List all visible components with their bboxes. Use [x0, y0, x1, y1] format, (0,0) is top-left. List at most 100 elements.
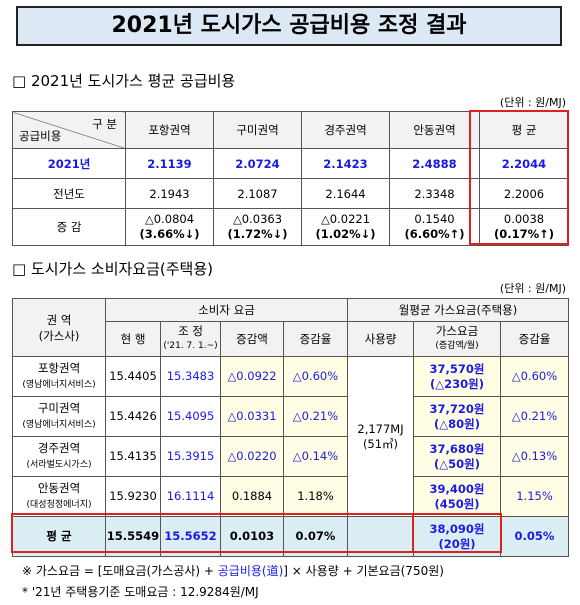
- data-row: 2021년 2.1139 2.0724 2.1423 2.4888 2.2044: [12, 148, 569, 179]
- cell-line: 포항권역: [37, 360, 81, 375]
- cell-line: (51㎥): [362, 436, 399, 451]
- cost-cell: 2.0724: [213, 148, 302, 179]
- current-cell: 15.5549: [105, 516, 161, 557]
- charge-rate-cell: △0.13%: [500, 436, 569, 477]
- cell-line: 권 역: [46, 312, 72, 327]
- column-header: 안동권역: [389, 111, 480, 149]
- cell-line: 2,177MJ: [357, 421, 404, 436]
- note-text: 공급비용(道): [217, 564, 284, 578]
- cost-cell: △0.0221 (1.02%↓): [301, 208, 390, 246]
- cost-cell: 2.1943: [125, 178, 214, 209]
- data-row: 안동권역 (대성청정에너지) 15.9230 16.1114 0.1884 1.18% 39…: [12, 476, 569, 517]
- cell-line: (대성청정에너지): [26, 499, 92, 510]
- cell-line: 구미권역: [37, 400, 81, 415]
- change-amount-cell: 0.0103: [220, 516, 284, 557]
- row-header: 2021년: [12, 148, 126, 179]
- cell-line: ('21. 7. 1.~): [163, 341, 218, 351]
- usage-cell: 2,177MJ (51㎥): [347, 356, 414, 517]
- cell-line: (0.17%↑): [493, 227, 555, 241]
- cell-line: 39,400원: [429, 481, 485, 496]
- adjusted-cell: 15.3915: [160, 436, 221, 477]
- cell-line: △0.0363: [232, 212, 283, 226]
- region-cell: 평 균: [12, 516, 106, 557]
- cell-line: (△230원): [430, 376, 484, 391]
- cell-line: (△80원): [434, 416, 480, 431]
- charge-cell: 39,400원 (450원): [413, 476, 501, 517]
- cell-line: 37,570원: [429, 361, 485, 376]
- header-row: 권 역 (가스사) 소비자 요금 월평균 가스요금(주택용): [12, 298, 569, 357]
- cost-cell: 2.1644: [301, 178, 390, 209]
- cell-line: △0.0804: [144, 212, 195, 226]
- column-header: 구미권역: [213, 111, 302, 149]
- supply-cost-table: 구 분 공급비용 포항권역 구미권역 경주권역 안동권역 평 균 2021년 2.1139 2.0…: [12, 111, 569, 246]
- region-cell: 포항권역 (영남에너지서비스): [12, 356, 106, 397]
- adjusted-cell: 15.4095: [160, 396, 221, 437]
- change-rate-cell: 0.07%: [283, 516, 348, 557]
- cost-cell: 2.3348: [389, 178, 480, 209]
- footnote: * '21년 주택용기준 도매요금 : 12.9284원/MJ: [22, 585, 259, 599]
- change-rate-cell: △0.21%: [283, 396, 348, 437]
- change-rate-cell: 1.18%: [283, 476, 348, 517]
- column-header: 권 역 (가스사): [12, 298, 106, 357]
- change-amount-cell: △0.0220: [220, 436, 284, 477]
- cost-cell: 2.1423: [301, 148, 390, 179]
- cell-line: (영남에너지서비스): [22, 379, 96, 390]
- cell-line: 안동권역: [37, 480, 81, 495]
- current-cell: 15.4426: [105, 396, 161, 437]
- cell-line: (서라벌도시가스): [26, 459, 92, 470]
- cost-cell: 2.2044: [479, 148, 569, 179]
- cell-line: △0.0221: [320, 212, 371, 226]
- cell-line: 38,090원: [429, 521, 485, 536]
- title: 2021년 도시가스 공급비용 조정 결과: [16, 6, 562, 46]
- cell-line: 경주권역: [37, 440, 81, 455]
- cell-line: 0.1540: [414, 212, 455, 226]
- column-header: 소비자 요금: [105, 298, 348, 322]
- column-header: 증감율: [283, 321, 348, 357]
- cost-cell: 2.1139: [125, 148, 214, 179]
- column-header: 평 균: [479, 111, 569, 149]
- average-row: 평 균 15.5549 15.5652 0.0103 0.07% 38,090원 (20원)…: [12, 516, 569, 557]
- column-header: 포항권역: [125, 111, 214, 149]
- cost-cell: 2.2006: [479, 178, 569, 209]
- cost-cell: 0.1540 (6.60%↑): [389, 208, 480, 246]
- charge-rate-cell: △0.21%: [500, 396, 569, 437]
- row-header: 전년도: [12, 178, 126, 209]
- region-cell: 경주권역 (서라벌도시가스): [12, 436, 106, 477]
- unit-label: (단위 : 원/MJ): [499, 282, 566, 295]
- charge-cell: 37,680원 (△50원): [413, 436, 501, 477]
- charge-cell: 37,720원 (△80원): [413, 396, 501, 437]
- charge-rate-cell: 1.15%: [500, 476, 569, 517]
- current-cell: 15.4405: [105, 356, 161, 397]
- data-row: 경주권역 (서라벌도시가스) 15.4135 15.3915 △0.0220 △0.14%…: [12, 436, 569, 477]
- section-heading: □ 도시가스 소비자요금(주택용): [12, 260, 214, 278]
- cell-line: (6.60%↑): [404, 227, 465, 241]
- corner-top: 구 분: [92, 117, 117, 131]
- cell-line: (증감액/월): [435, 341, 479, 351]
- current-cell: 15.4135: [105, 436, 161, 477]
- adjusted-cell: 15.5652: [160, 516, 221, 557]
- charge-cell: 37,570원 (△230원): [413, 356, 501, 397]
- column-header: 조 정 ('21. 7. 1.~): [160, 321, 221, 357]
- corner-bottom: 공급비용: [19, 129, 62, 143]
- unit-label: (단위 : 원/MJ): [499, 96, 566, 109]
- charge-rate-cell: △0.60%: [500, 356, 569, 397]
- region-cell: 구미권역 (영남에너지서비스): [12, 396, 106, 437]
- charge-cell: 38,090원 (20원): [413, 516, 501, 557]
- cell-line: 37,680원: [429, 441, 485, 456]
- change-rate-cell: △0.60%: [283, 356, 348, 397]
- cost-cell: 2.4888: [389, 148, 480, 179]
- data-row: 포항권역 (영남에너지서비스) 15.4405 15.3483 △0.0922 △0.60…: [12, 356, 569, 517]
- column-header: 증감율: [500, 321, 569, 357]
- cell-line: (영남에너지서비스): [22, 419, 96, 430]
- note-text: ※ 가스요금 = [도매요금(가스공사) +: [22, 564, 218, 578]
- cell-line: 0.0038: [503, 212, 545, 226]
- column-header: 경주권역: [301, 111, 390, 149]
- change-amount-cell: 0.1884: [220, 476, 284, 517]
- column-header: 증감액: [220, 321, 284, 357]
- column-header: 사용량: [347, 321, 414, 357]
- change-amount-cell: △0.0331: [220, 396, 284, 437]
